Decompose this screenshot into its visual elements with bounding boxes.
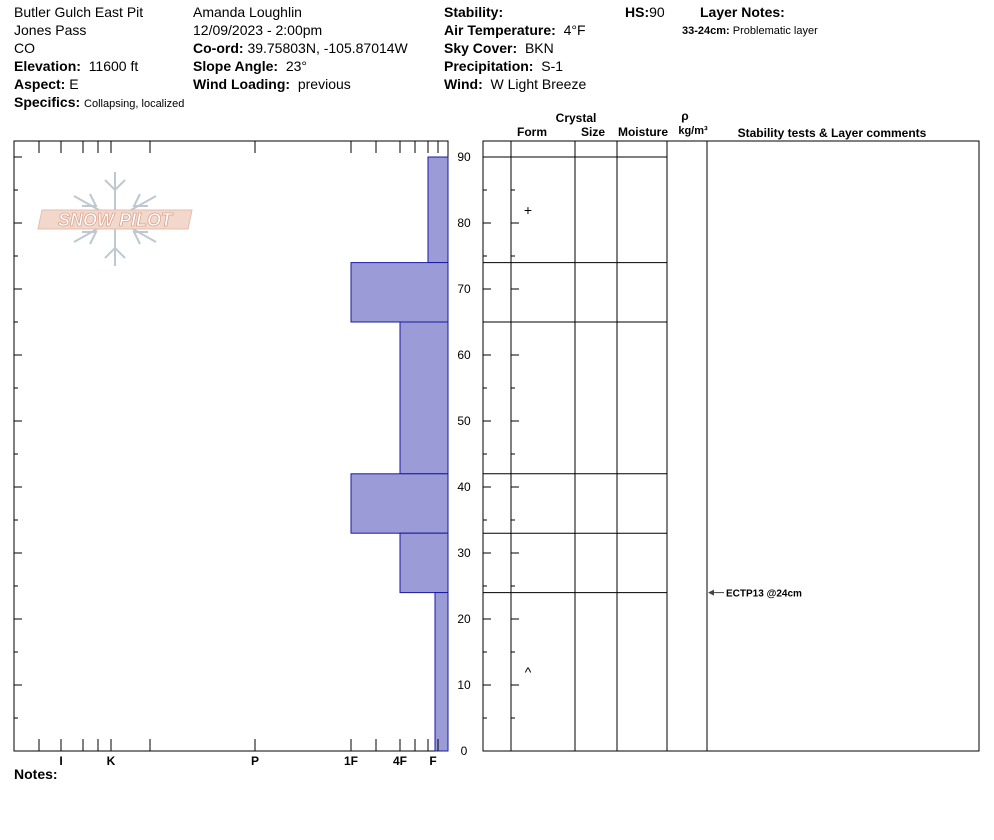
sky-value: BKN bbox=[524, 40, 554, 56]
elevation-value: 11600 ft bbox=[88, 58, 139, 74]
wind-loading-value: previous bbox=[297, 76, 351, 92]
hs-label: HS: bbox=[625, 4, 650, 20]
wind-loading-label: Wind Loading: bbox=[193, 76, 291, 92]
depth-tick-label-90: 90 bbox=[457, 150, 471, 164]
grain-form-symbols: +^ bbox=[524, 202, 532, 680]
specifics-row: Specifics: Collapsing, localized bbox=[14, 93, 184, 113]
crystal-header: Crystal bbox=[556, 111, 597, 125]
depth-tick-label-70: 70 bbox=[457, 282, 471, 296]
depth-tick-label-0: 0 bbox=[461, 744, 468, 758]
depth-tick-label-30: 30 bbox=[457, 546, 471, 560]
hardness-bar-0 bbox=[427, 156, 449, 264]
aspect-label: Aspect: bbox=[14, 76, 66, 92]
stability-label: Stability: bbox=[444, 4, 504, 20]
table-depth-ticks bbox=[483, 156, 519, 752]
grain-form-symbol-0: + bbox=[524, 202, 532, 218]
table-column-lines bbox=[510, 141, 708, 751]
layer-boundary-lines bbox=[483, 156, 667, 594]
hardness-axis: I K P 1F 4F F bbox=[38, 141, 439, 768]
wind-label: Wind: bbox=[444, 76, 483, 92]
layer-table-frame bbox=[482, 140, 980, 752]
sky-row: Sky Cover: BKN bbox=[444, 39, 586, 57]
test-result-label-0: ECTP13 @24cm bbox=[726, 589, 802, 600]
hardness-tick-label-f: F bbox=[429, 754, 436, 768]
datetime: 12/09/2023 - 2:00pm bbox=[193, 22, 323, 38]
slope-label: Slope Angle: bbox=[193, 58, 279, 74]
precip-label: Precipitation: bbox=[444, 58, 534, 74]
coord-row: Co-ord: 39.75803N, -105.87014W bbox=[193, 39, 408, 57]
depth-tick-label-10: 10 bbox=[457, 678, 471, 692]
depth-tick-label-80: 80 bbox=[457, 216, 471, 230]
coord-value: 39.75803N, -105.87014W bbox=[247, 40, 408, 56]
depth-tick-label-40: 40 bbox=[457, 480, 471, 494]
hardness-tick-label-1f: 1F bbox=[344, 754, 358, 768]
hardness-bar-1 bbox=[350, 262, 449, 323]
grain-form-symbol-1: ^ bbox=[525, 664, 532, 680]
slope-row: Slope Angle: 23° bbox=[193, 57, 408, 75]
precip-row: Precipitation: S-1 bbox=[444, 57, 586, 75]
size-header: Size bbox=[581, 125, 605, 139]
hs-row: HS:90 bbox=[625, 3, 665, 21]
hardness-tick-label-p: P bbox=[251, 754, 259, 768]
slope-value: 23° bbox=[285, 58, 307, 74]
hardness-bar-3 bbox=[350, 473, 449, 534]
density-unit-header: kg/m³ bbox=[678, 125, 708, 137]
moisture-header: Moisture bbox=[618, 125, 668, 139]
hardness-bar-2 bbox=[399, 321, 449, 475]
comments-header: Stability tests & Layer comments bbox=[738, 126, 927, 140]
depth-tick-label-20: 20 bbox=[457, 612, 471, 626]
layer-notes-title: Layer Notes: bbox=[700, 4, 785, 20]
layer-note: 33-24cm: Problematic layer bbox=[682, 22, 818, 40]
rho-header: ρ bbox=[681, 109, 688, 123]
sky-label: Sky Cover: bbox=[444, 40, 518, 56]
depth-axis: 0 10 20 30 40 50 60 70 80 90 bbox=[14, 150, 471, 758]
hardness-bars bbox=[350, 156, 449, 752]
hardness-tick-label-k: K bbox=[107, 754, 116, 768]
state: CO bbox=[14, 40, 35, 56]
elevation-label: Elevation: bbox=[14, 58, 81, 74]
stability-row: Stability: bbox=[444, 3, 586, 21]
logo-text: SNOW PILOT bbox=[58, 210, 174, 230]
layer-note-text: Problematic layer bbox=[732, 25, 818, 37]
specifics-label: Specifics: bbox=[14, 94, 81, 110]
stability-test-results: ECTP13 @24cm bbox=[708, 589, 802, 600]
layer-note-range: 33-24cm: bbox=[682, 25, 730, 37]
snow-pilot-logo: SNOW PILOT bbox=[37, 172, 193, 266]
notes-label: Notes: bbox=[14, 766, 58, 782]
depth-tick-label-50: 50 bbox=[457, 414, 471, 428]
pit-name: Butler Gulch East Pit bbox=[14, 4, 144, 20]
test-arrow-head-0 bbox=[708, 589, 714, 596]
hs-value: 90 bbox=[649, 4, 665, 20]
hardness-bar-5 bbox=[434, 592, 449, 752]
wind-value: W Light Breeze bbox=[490, 76, 587, 92]
wind-row: Wind: W Light Breeze bbox=[444, 75, 586, 93]
wind-loading-row: Wind Loading: previous bbox=[193, 75, 408, 93]
hardness-tick-label-i: I bbox=[59, 754, 62, 768]
location: Jones Pass bbox=[14, 22, 87, 38]
aspect-value: E bbox=[69, 76, 79, 92]
hardness-tick-label-4f: 4F bbox=[393, 754, 407, 768]
specifics-value: Collapsing, localized bbox=[84, 98, 185, 110]
observer: Amanda Loughlin bbox=[193, 4, 302, 20]
air-temp-row: Air Temperature: 4°F bbox=[444, 21, 586, 39]
air-temp-label: Air Temperature: bbox=[444, 22, 556, 38]
depth-tick-label-60: 60 bbox=[457, 348, 471, 362]
elevation-row: Elevation: 11600 ft bbox=[14, 57, 184, 75]
hardness-bar-4 bbox=[399, 532, 449, 594]
coord-label: Co-ord: bbox=[193, 40, 244, 56]
air-temp-value: 4°F bbox=[563, 22, 586, 38]
precip-value: S-1 bbox=[541, 58, 564, 74]
form-header: Form bbox=[517, 125, 547, 139]
aspect-row: Aspect: E bbox=[14, 75, 184, 93]
hardness-plot-frame bbox=[13, 140, 449, 752]
